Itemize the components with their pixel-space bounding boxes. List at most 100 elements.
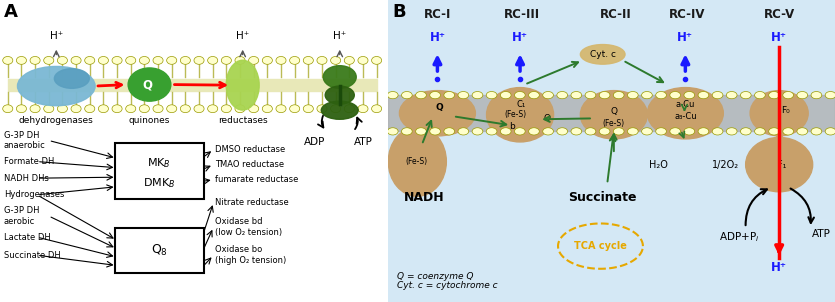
Ellipse shape bbox=[18, 66, 95, 106]
Ellipse shape bbox=[580, 91, 647, 139]
Text: RC-V: RC-V bbox=[763, 8, 795, 21]
Bar bbox=[388, 95, 835, 131]
Circle shape bbox=[472, 128, 483, 135]
Circle shape bbox=[139, 56, 149, 64]
Circle shape bbox=[444, 128, 454, 135]
Circle shape bbox=[30, 105, 40, 113]
Circle shape bbox=[782, 92, 793, 99]
Circle shape bbox=[194, 105, 204, 113]
Text: quinones: quinones bbox=[129, 116, 170, 125]
Circle shape bbox=[416, 92, 427, 99]
Circle shape bbox=[486, 92, 497, 99]
Circle shape bbox=[128, 68, 171, 101]
Circle shape bbox=[387, 128, 398, 135]
Circle shape bbox=[276, 56, 286, 64]
Ellipse shape bbox=[750, 91, 808, 136]
Text: DMK$_B$: DMK$_B$ bbox=[143, 176, 175, 190]
Text: Q$_8$: Q$_8$ bbox=[150, 243, 168, 258]
Circle shape bbox=[331, 105, 341, 113]
Circle shape bbox=[235, 56, 245, 64]
Circle shape bbox=[684, 128, 695, 135]
Ellipse shape bbox=[580, 45, 625, 64]
Circle shape bbox=[235, 105, 245, 113]
Circle shape bbox=[43, 105, 53, 113]
Circle shape bbox=[112, 105, 122, 113]
Circle shape bbox=[3, 105, 13, 113]
Circle shape bbox=[430, 92, 441, 99]
Circle shape bbox=[167, 105, 177, 113]
Text: TCA cycle: TCA cycle bbox=[574, 241, 627, 251]
Text: H⁺: H⁺ bbox=[236, 31, 250, 41]
Text: TMAO reductase: TMAO reductase bbox=[215, 160, 285, 169]
Circle shape bbox=[529, 128, 539, 135]
Text: Q: Q bbox=[436, 103, 443, 112]
Circle shape bbox=[811, 128, 822, 135]
Circle shape bbox=[543, 128, 554, 135]
Ellipse shape bbox=[388, 127, 447, 196]
Circle shape bbox=[290, 56, 300, 64]
Circle shape bbox=[430, 128, 441, 135]
Circle shape bbox=[126, 105, 136, 113]
Circle shape bbox=[3, 56, 13, 64]
Text: H⁺: H⁺ bbox=[512, 31, 528, 44]
Text: ATP: ATP bbox=[353, 137, 372, 147]
Text: H⁺: H⁺ bbox=[49, 31, 63, 41]
Ellipse shape bbox=[399, 91, 475, 136]
Text: H⁺: H⁺ bbox=[677, 31, 693, 44]
Circle shape bbox=[290, 105, 300, 113]
Bar bbox=[8, 79, 377, 91]
Circle shape bbox=[317, 56, 327, 64]
Circle shape bbox=[249, 56, 259, 64]
FancyBboxPatch shape bbox=[114, 228, 204, 273]
Text: Oxidase bo
(high O₂ tension): Oxidase bo (high O₂ tension) bbox=[215, 246, 286, 265]
Text: Formate DH: Formate DH bbox=[4, 157, 54, 166]
Ellipse shape bbox=[487, 88, 554, 142]
Text: reductases: reductases bbox=[218, 116, 267, 125]
Circle shape bbox=[769, 92, 779, 99]
Text: DMSO reductase: DMSO reductase bbox=[215, 145, 286, 154]
Circle shape bbox=[126, 56, 136, 64]
Circle shape bbox=[43, 56, 53, 64]
Circle shape bbox=[614, 128, 624, 135]
Circle shape bbox=[472, 92, 483, 99]
Text: RC-I: RC-I bbox=[423, 8, 451, 21]
Circle shape bbox=[17, 105, 27, 113]
Circle shape bbox=[655, 92, 666, 99]
Circle shape bbox=[416, 128, 427, 135]
Text: A: A bbox=[4, 3, 18, 21]
Circle shape bbox=[641, 128, 652, 135]
Circle shape bbox=[331, 56, 341, 64]
Circle shape bbox=[641, 92, 652, 99]
Text: H⁺: H⁺ bbox=[333, 31, 347, 41]
Circle shape bbox=[529, 92, 539, 99]
Text: b: b bbox=[509, 122, 515, 131]
Ellipse shape bbox=[746, 137, 812, 192]
Text: ATP: ATP bbox=[812, 229, 831, 239]
Text: RC-IV: RC-IV bbox=[670, 8, 706, 21]
Text: H⁺: H⁺ bbox=[772, 261, 787, 274]
Text: F₀: F₀ bbox=[782, 106, 790, 115]
Circle shape bbox=[167, 56, 177, 64]
Circle shape bbox=[627, 128, 638, 135]
Circle shape bbox=[372, 56, 382, 64]
Circle shape bbox=[208, 56, 218, 64]
Circle shape bbox=[655, 128, 666, 135]
Ellipse shape bbox=[226, 60, 259, 110]
Circle shape bbox=[670, 128, 681, 135]
Circle shape bbox=[514, 92, 525, 99]
Circle shape bbox=[797, 128, 807, 135]
Circle shape bbox=[571, 92, 582, 99]
Circle shape bbox=[262, 56, 272, 64]
Circle shape bbox=[221, 105, 231, 113]
Circle shape bbox=[458, 128, 468, 135]
Ellipse shape bbox=[323, 66, 357, 88]
Circle shape bbox=[344, 56, 354, 64]
Text: ADP+P$_i$: ADP+P$_i$ bbox=[719, 230, 759, 244]
Circle shape bbox=[741, 128, 752, 135]
Circle shape bbox=[71, 105, 81, 113]
Circle shape bbox=[571, 128, 582, 135]
Circle shape bbox=[500, 128, 511, 135]
Circle shape bbox=[543, 92, 554, 99]
Circle shape bbox=[458, 92, 468, 99]
Text: Q: Q bbox=[610, 107, 617, 116]
